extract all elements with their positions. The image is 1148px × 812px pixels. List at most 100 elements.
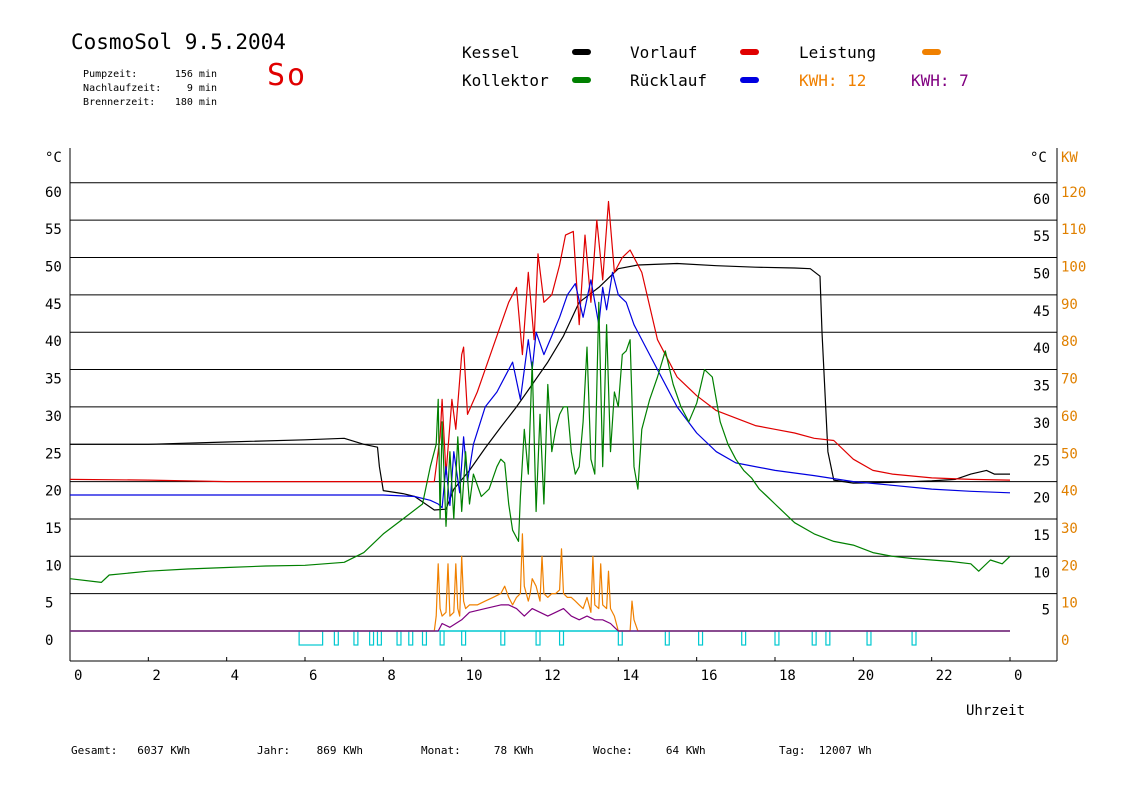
- y-unit-right: °C: [1030, 150, 1047, 166]
- power-tick-label: 100: [1061, 260, 1086, 276]
- legend-kessel-label: Kessel: [462, 43, 520, 62]
- x-axis-label: Uhrzeit: [966, 703, 1025, 719]
- y-tick-label-right: 25: [1033, 453, 1050, 469]
- pump-on-pulse: [911, 630, 917, 646]
- total-year-label: Jahr:: [257, 744, 291, 757]
- burner-time: Brennerzeit: 180 min: [71, 86, 217, 108]
- x-tick-label: 14: [622, 668, 639, 684]
- legend-kwh-purple: KWH: 7: [911, 71, 969, 90]
- y-tick-label-right: 35: [1033, 379, 1050, 395]
- x-tick-label: 20: [857, 668, 874, 684]
- y-tick-label-left: 60: [45, 185, 62, 201]
- y-tick-label-left: 55: [45, 222, 62, 238]
- pump-on-pulse: [617, 630, 623, 646]
- y-tick-label-right: 45: [1033, 304, 1050, 320]
- pump-on-pulse: [811, 630, 817, 646]
- y-tick-label-right: 40: [1033, 341, 1050, 357]
- burner-time-label: Brennerzeit:: [83, 97, 156, 108]
- total-week: Woche: 64 KWh: [593, 744, 706, 757]
- pump-on-pulse: [741, 630, 747, 646]
- power-unit-label: KW: [1061, 150, 1078, 166]
- app-title: CosmoSol 9.5.2004: [71, 30, 286, 54]
- x-tick-label: 18: [779, 668, 796, 684]
- power-tick-label: 60: [1061, 409, 1078, 425]
- power-tick-label: 90: [1061, 297, 1078, 313]
- y-tick-label-left: 20: [45, 484, 62, 500]
- total-day-label: Tag:: [779, 744, 806, 757]
- y-unit-left: °C: [45, 150, 62, 166]
- x-tick-label: 2: [152, 668, 160, 684]
- y-tick-label-right: 55: [1033, 229, 1050, 245]
- y-tick-label-right: 10: [1033, 565, 1050, 581]
- x-tick-label: 22: [936, 668, 953, 684]
- total-overall: Gesamt: 6037 KWh: [71, 744, 190, 757]
- pump-on-pulse: [664, 630, 670, 646]
- total-month: Monat: 78 KWh: [421, 744, 534, 757]
- legend-kwh-orange: KWH: 12: [799, 71, 867, 90]
- y-tick-label-right: 20: [1033, 491, 1050, 507]
- y-tick-label-right: 5: [1042, 603, 1050, 619]
- y-tick-label-left: 35: [45, 372, 62, 388]
- legend-kollektor-swatch: [572, 77, 591, 83]
- run-on-time: Nachlaufzeit: 9 min: [71, 72, 217, 94]
- series-line-leistung: [70, 533, 1010, 632]
- y-tick-label-left: 15: [45, 521, 62, 537]
- power-tick-label: 110: [1061, 222, 1086, 238]
- run-on-time-value: 9 min: [186, 83, 217, 94]
- legend-leistung-label: Leistung: [799, 43, 877, 62]
- y-tick-label-left: 45: [45, 297, 62, 313]
- x-tick-label: 16: [701, 668, 718, 684]
- total-month-label: Monat:: [421, 744, 461, 757]
- x-tick-label: 8: [387, 668, 395, 684]
- x-tick-label: 0: [74, 668, 82, 684]
- pump-on-pulse: [408, 630, 414, 646]
- y-tick-label-left: 5: [45, 596, 53, 612]
- legend-kollektor-label: Kollektor: [462, 71, 549, 90]
- pump-on-pulse: [558, 630, 565, 646]
- pump-on-pulse: [353, 630, 359, 646]
- legend-vorlauf-swatch: [740, 49, 759, 55]
- power-tick-label: 120: [1061, 185, 1086, 201]
- pump-time-value: 156 min: [174, 69, 217, 80]
- y-tick-label-left: 25: [45, 446, 62, 462]
- y-tick-label-left: 10: [45, 558, 62, 574]
- pump-on-pulse: [774, 630, 780, 646]
- pump-on-pulse: [396, 630, 402, 646]
- y-tick-label-left: 0: [45, 633, 53, 649]
- pump-time-label: Pumpzeit:: [83, 69, 138, 80]
- legend-vorlauf-label: Vorlauf: [630, 43, 698, 62]
- series-line-kollektor: [69, 301, 1011, 584]
- y-tick-label-right: 60: [1033, 192, 1050, 208]
- x-tick-label: 0: [1014, 668, 1022, 684]
- pump-on-pulse: [535, 630, 541, 646]
- y-tick-label-left: 40: [45, 334, 62, 350]
- pump-on-pulse: [461, 630, 467, 646]
- legend-kessel-swatch: [572, 49, 591, 55]
- y-tick-label-left: 50: [45, 260, 62, 276]
- y-tick-label-right: 30: [1033, 416, 1050, 432]
- legend-ruecklauf-swatch: [740, 77, 759, 83]
- series-line-kessel: [70, 262, 1010, 511]
- power-tick-label: 20: [1061, 558, 1078, 574]
- power-tick-label: 70: [1061, 372, 1078, 388]
- power-tick-label: 30: [1061, 521, 1078, 537]
- total-week-label: Woche:: [593, 744, 633, 757]
- total-year: Jahr: 869 KWh: [257, 744, 363, 757]
- x-tick-label: 6: [309, 668, 317, 684]
- power-tick-label: 80: [1061, 334, 1078, 350]
- pump-on-pulse: [421, 630, 428, 646]
- series-line-leistung2: [70, 604, 1010, 632]
- total-overall-value: 6037 KWh: [137, 744, 191, 757]
- series-line-vorlauf: [69, 200, 1011, 483]
- total-week-value: 64 KWh: [665, 744, 706, 757]
- pump-time: Pumpzeit: 156 min: [71, 58, 217, 80]
- x-tick-label: 4: [231, 668, 239, 684]
- total-month-value: 78 KWh: [493, 744, 534, 757]
- power-tick-label: 40: [1061, 484, 1078, 500]
- weekday-label: So: [267, 58, 308, 93]
- power-tick-label: 0: [1061, 633, 1069, 649]
- legend-ruecklauf-label: Rücklauf: [630, 71, 708, 90]
- y-tick-label-left: 30: [45, 409, 62, 425]
- pump-on-pulse: [439, 630, 445, 646]
